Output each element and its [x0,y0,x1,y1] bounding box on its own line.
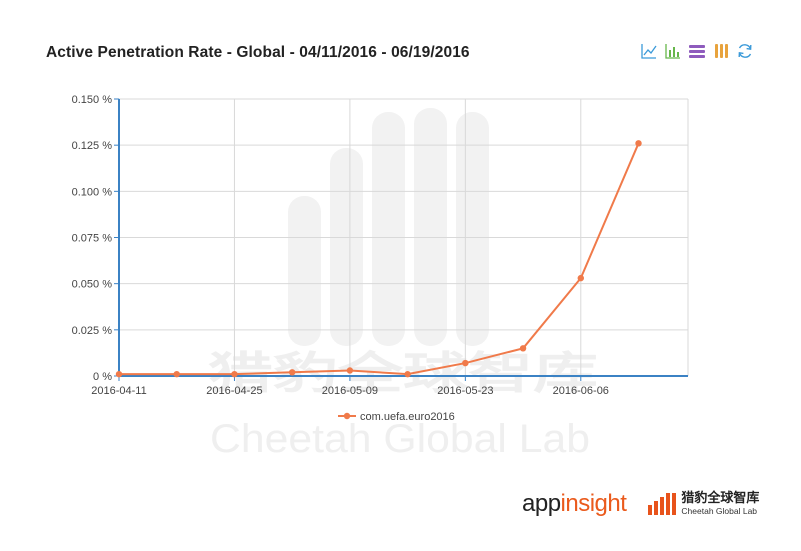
watermark: 猎豹全球智库 Cheetah Global Lab [208,108,598,461]
cheetah-logo-chinese: 猎豹全球智库 [681,491,760,507]
data-point [231,370,238,378]
bar-chart-icon[interactable] [664,42,682,60]
grid [119,98,689,376]
legend-label: com.uefa.euro2016 [360,411,455,423]
data-point [404,370,411,378]
cheetah-logo: 猎豹全球智库 Cheetah Global Lab [648,492,759,516]
tiled-icon[interactable] [712,42,730,60]
stacked-icon[interactable] [688,42,706,60]
chart-toolbar [640,42,754,60]
y-tick-label: 0.050 % [72,279,113,291]
data-point [173,370,180,378]
appinsight-logo-prefix: app [522,490,561,517]
data-point [635,140,642,147]
appinsight-logo-suffix: insight [560,490,627,517]
y-tick-label: 0.150 % [72,94,113,106]
x-tick-label: 2016-04-25 [206,385,262,397]
x-tick-label: 2016-05-23 [437,385,493,397]
line-chart: 猎豹全球智库 Cheetah Global Lab 0 % 0.025 % 0.05… [72,94,689,461]
x-axis-ticks: 2016-04-11 2016-04-25 2016-05-09 2016-05-23… [91,376,609,397]
data-point [115,370,123,378]
refresh-icon[interactable] [736,42,754,60]
appinsight-logo: appinsight [522,490,627,518]
cheetah-bars-icon [648,493,677,515]
legend[interactable]: com.uefa.euro2016 [338,411,455,423]
data-point [288,369,296,376]
y-axis-ticks: 0 % 0.025 % 0.050 % 0.075 % 0.100 % 0.125 % 0.… [72,94,119,383]
x-tick-label: 2016-06-06 [553,385,609,397]
y-tick-label: 0.025 % [72,325,113,337]
data-point [462,359,469,367]
series-line [119,142,640,376]
series-group [115,140,642,378]
x-tick-label: 2016-05-09 [322,385,378,397]
cheetah-logo-english: Cheetah Global Lab [681,506,758,517]
chart-title: Active Penetration Rate - Global - 04/11… [46,44,470,61]
y-tick-label: 0 % [93,371,112,383]
data-point [519,345,527,352]
y-tick-label: 0.100 % [72,186,113,198]
data-point [346,367,354,374]
data-point [577,274,584,282]
footer-logos: appinsight 猎豹全球智库 Cheetah Global Lab [522,490,759,518]
line-chart-icon[interactable] [640,42,658,60]
x-tick-label: 2016-04-11 [91,385,146,397]
watermark-english: Cheetah Global Lab [210,417,590,461]
y-tick-label: 0.125 % [72,140,113,152]
y-tick-label: 0.075 % [72,233,113,245]
legend-marker-icon [343,412,351,420]
